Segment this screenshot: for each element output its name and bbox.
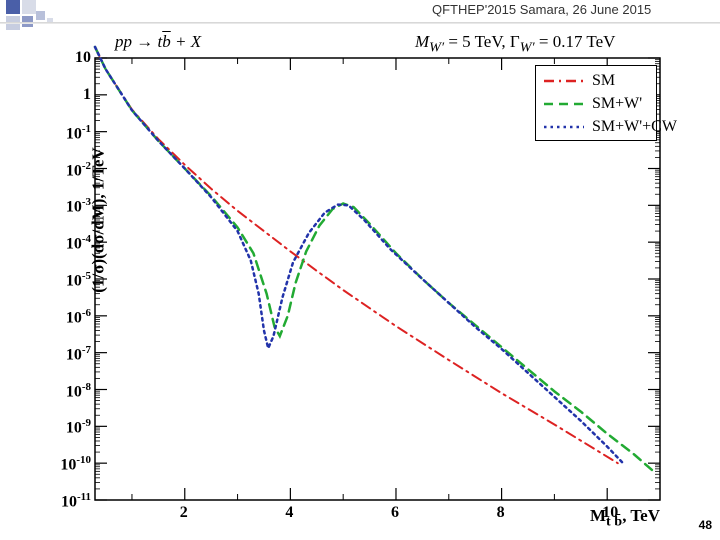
slide: { "header":{"conference":"QFTHEP'2015 Sa… [0, 0, 720, 540]
x-axis-label: Mt b̄, TeV [590, 506, 660, 530]
legend: SMSM+W'SM+W'+CW [535, 65, 657, 141]
page-number: 48 [699, 518, 712, 532]
